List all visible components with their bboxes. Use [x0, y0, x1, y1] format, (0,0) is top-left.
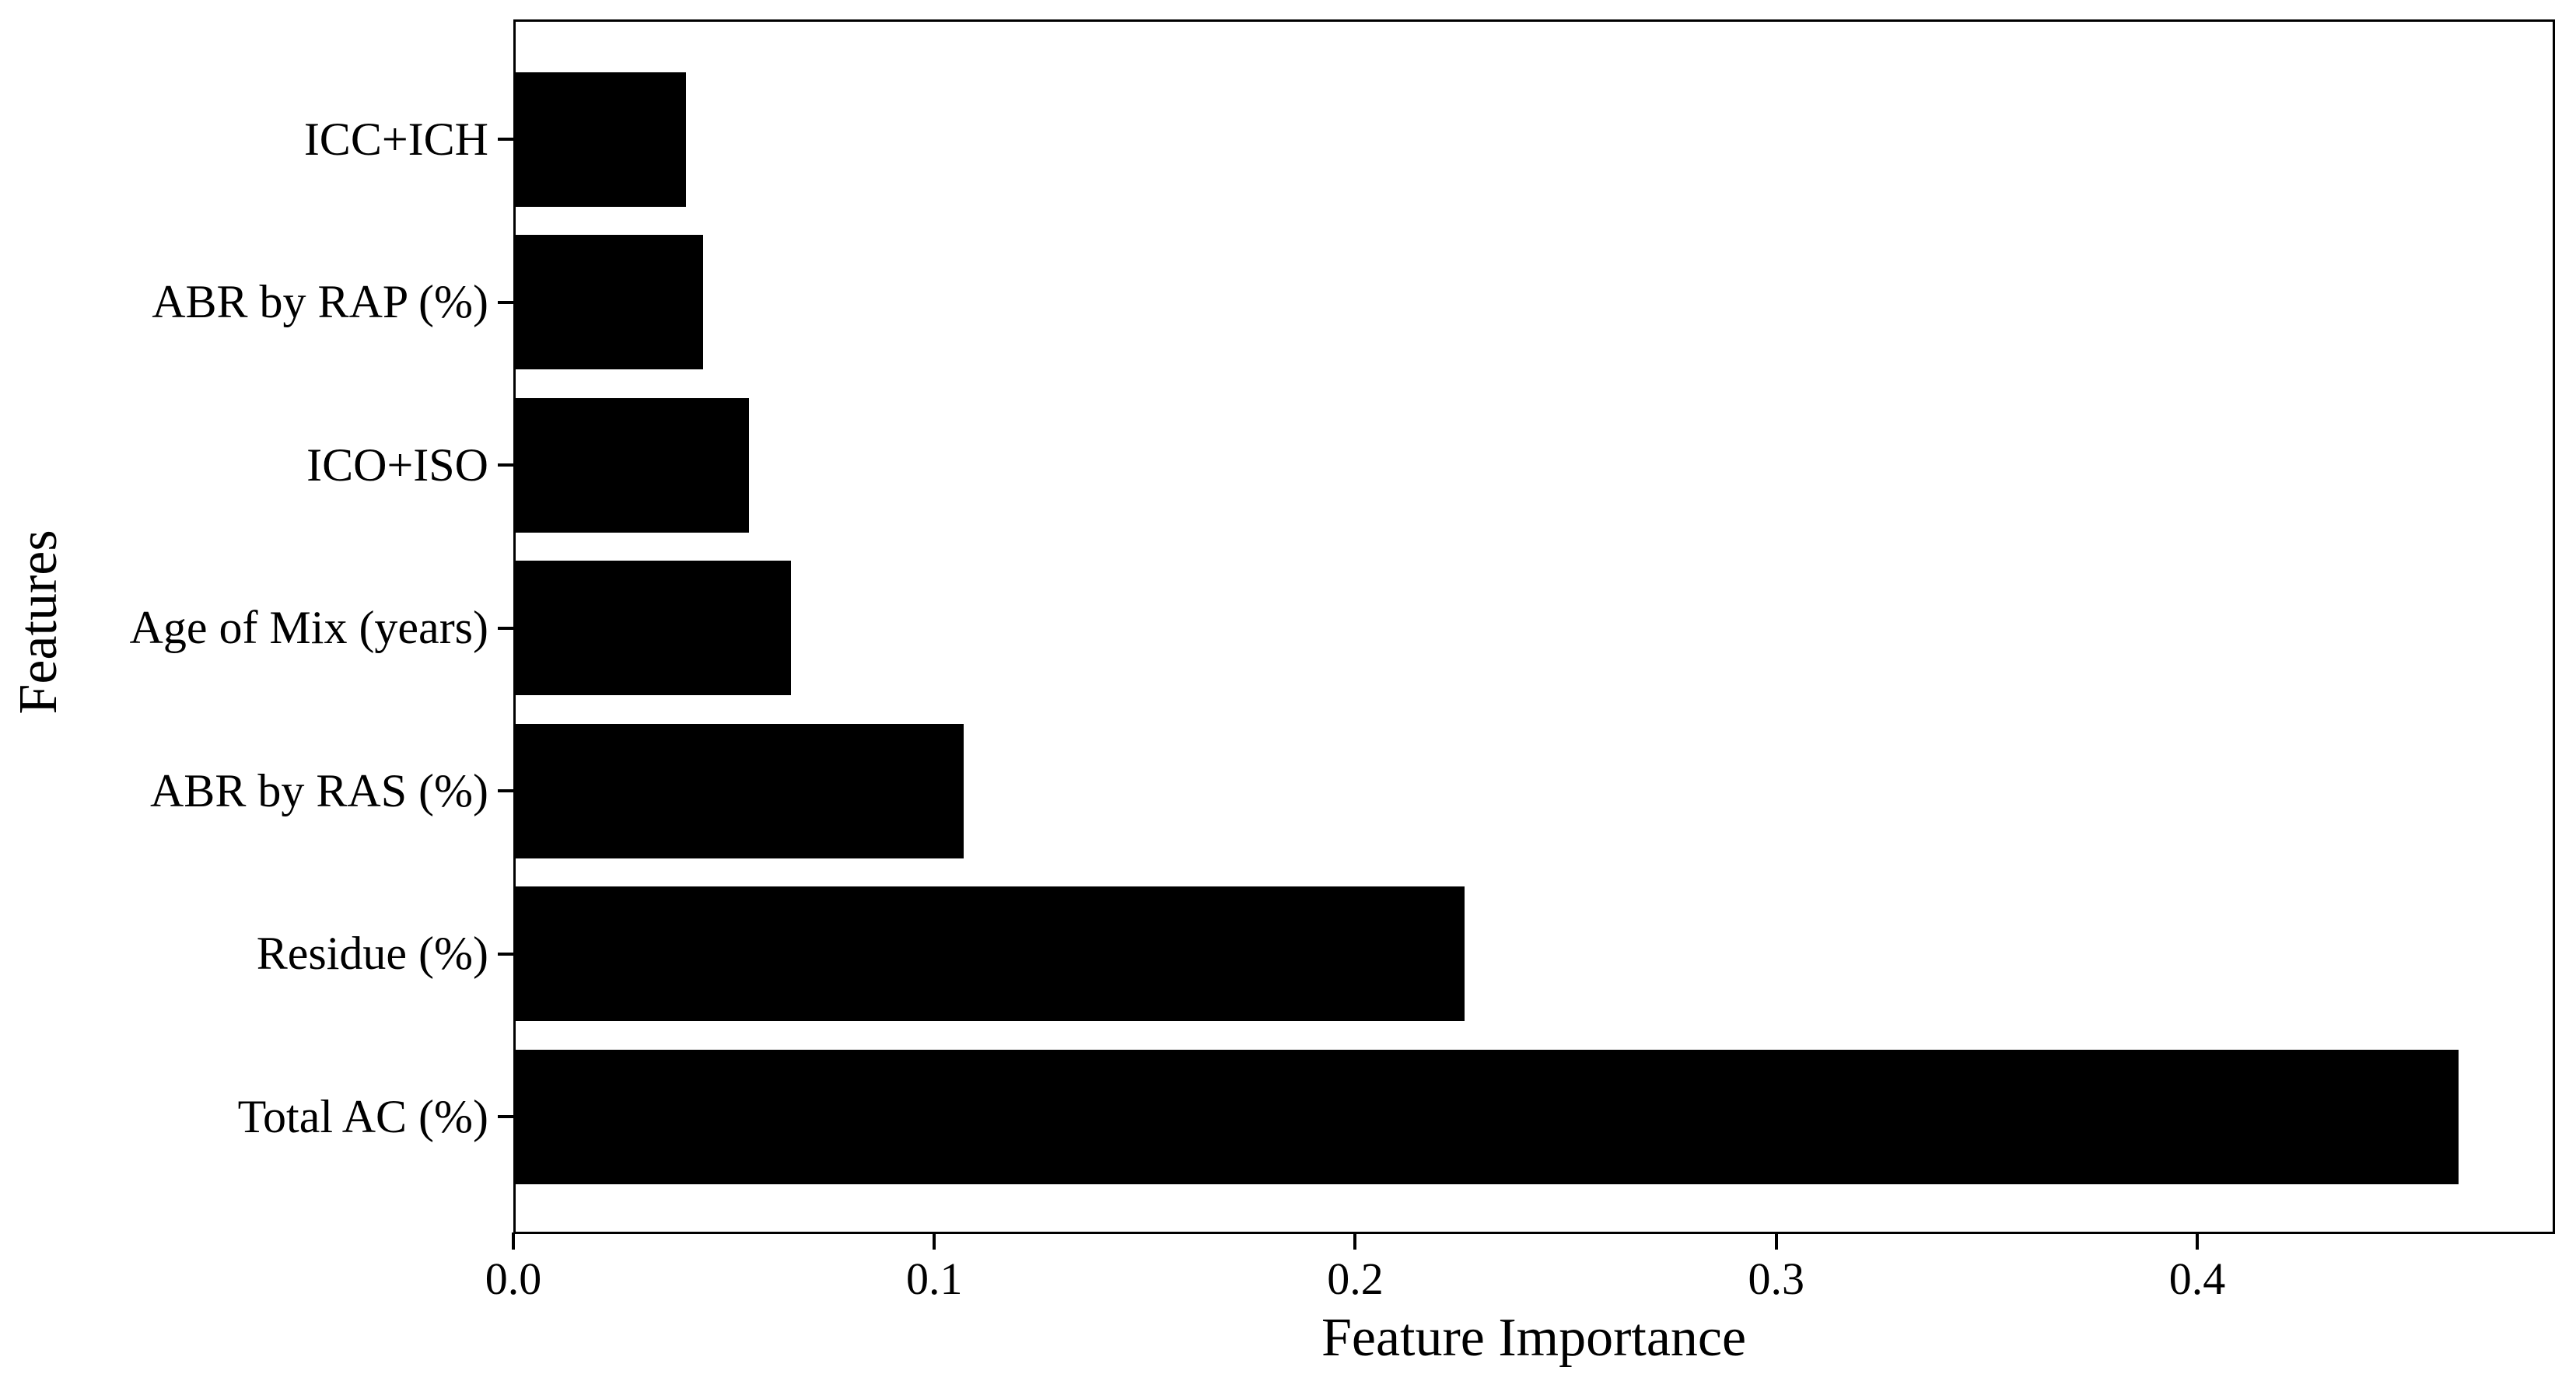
bar — [513, 561, 791, 695]
x-tick-label: 0.4 — [2168, 1253, 2226, 1304]
bar — [513, 1049, 2459, 1184]
y-tick-mark — [498, 138, 513, 141]
x-tick-mark — [1774, 1232, 1778, 1250]
y-tick-label: ICO+ISO — [306, 439, 488, 491]
y-tick-label: ABR by RAP (%) — [152, 276, 488, 327]
x-axis-title: Feature Importance — [1321, 1308, 1747, 1368]
y-tick-label: Total AC (%) — [237, 1090, 488, 1142]
bar — [513, 397, 749, 533]
bar — [513, 723, 964, 858]
x-tick-mark — [933, 1232, 936, 1250]
x-tick-label: 0.1 — [905, 1253, 963, 1304]
x-tick-mark — [1353, 1232, 1357, 1250]
x-tick-label: 0.0 — [485, 1253, 542, 1304]
y-tick-label: Residue (%) — [256, 928, 488, 979]
x-tick-label: 0.3 — [1748, 1253, 1804, 1304]
y-tick-mark — [498, 1115, 513, 1118]
y-tick-label: Age of Mix (years) — [129, 602, 488, 653]
y-tick-mark — [498, 626, 513, 630]
bar — [513, 235, 703, 369]
y-tick-mark — [498, 300, 513, 304]
y-tick-label: ABR by RAS (%) — [149, 764, 488, 816]
x-tick-label: 0.2 — [1327, 1253, 1384, 1304]
bar — [513, 72, 686, 207]
y-tick-mark — [498, 463, 513, 467]
x-tick-mark — [512, 1232, 515, 1250]
bar — [513, 886, 1465, 1021]
x-tick-mark — [2195, 1232, 2199, 1250]
y-tick-mark — [498, 952, 513, 956]
y-tick-mark — [498, 789, 513, 792]
y-tick-label: ICC+ICH — [303, 113, 488, 165]
